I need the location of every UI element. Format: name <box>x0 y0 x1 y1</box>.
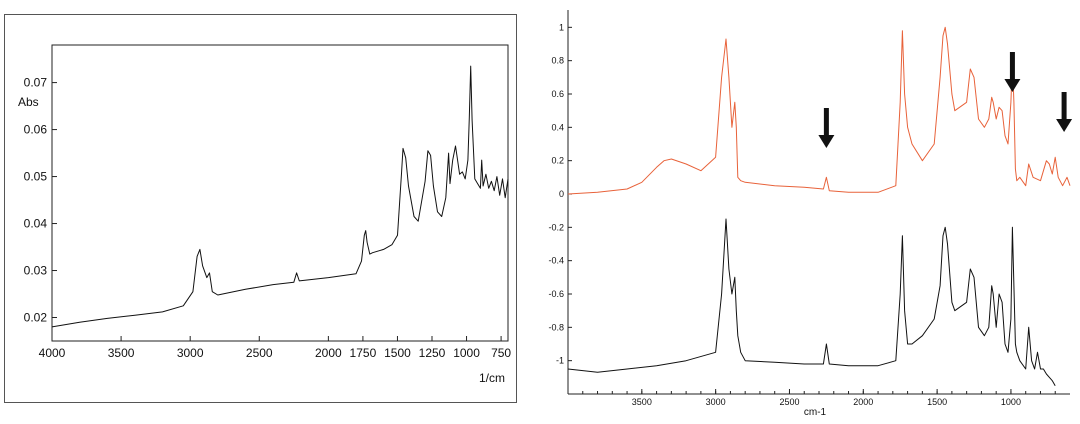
left-spectrum-line <box>51 65 509 328</box>
left-plot-area <box>51 44 509 342</box>
left-y-tick-label: 0.06 <box>24 123 48 137</box>
left-chart-frame <box>4 14 517 403</box>
left-x-tick-label: 750 <box>491 346 511 360</box>
left-y-tick-label: 0.05 <box>24 170 48 184</box>
left-x-tick-label: 1500 <box>384 346 411 360</box>
left-y-tick-label: 0.03 <box>24 264 48 278</box>
left-x-tick-label: 4000 <box>39 346 66 360</box>
left-y-tick-label: 0.02 <box>24 311 48 325</box>
left-x-tick-label: 2000 <box>315 346 342 360</box>
left-x-tick-label: 3000 <box>177 346 204 360</box>
left-y-tick-label: 0.04 <box>24 217 48 231</box>
left-y-tick-label: 0.07 <box>24 76 48 90</box>
left-x-tick-label: 3500 <box>108 346 135 360</box>
left-x-tick-label: 2500 <box>246 346 273 360</box>
left-x-tick-label: 1750 <box>350 346 377 360</box>
left-x-tick-label: 1000 <box>453 346 480 360</box>
left-x-axis-label: 1/cm <box>479 371 505 385</box>
left-x-tick-label: 1250 <box>419 346 446 360</box>
left-y-axis-label: Abs <box>18 95 39 109</box>
